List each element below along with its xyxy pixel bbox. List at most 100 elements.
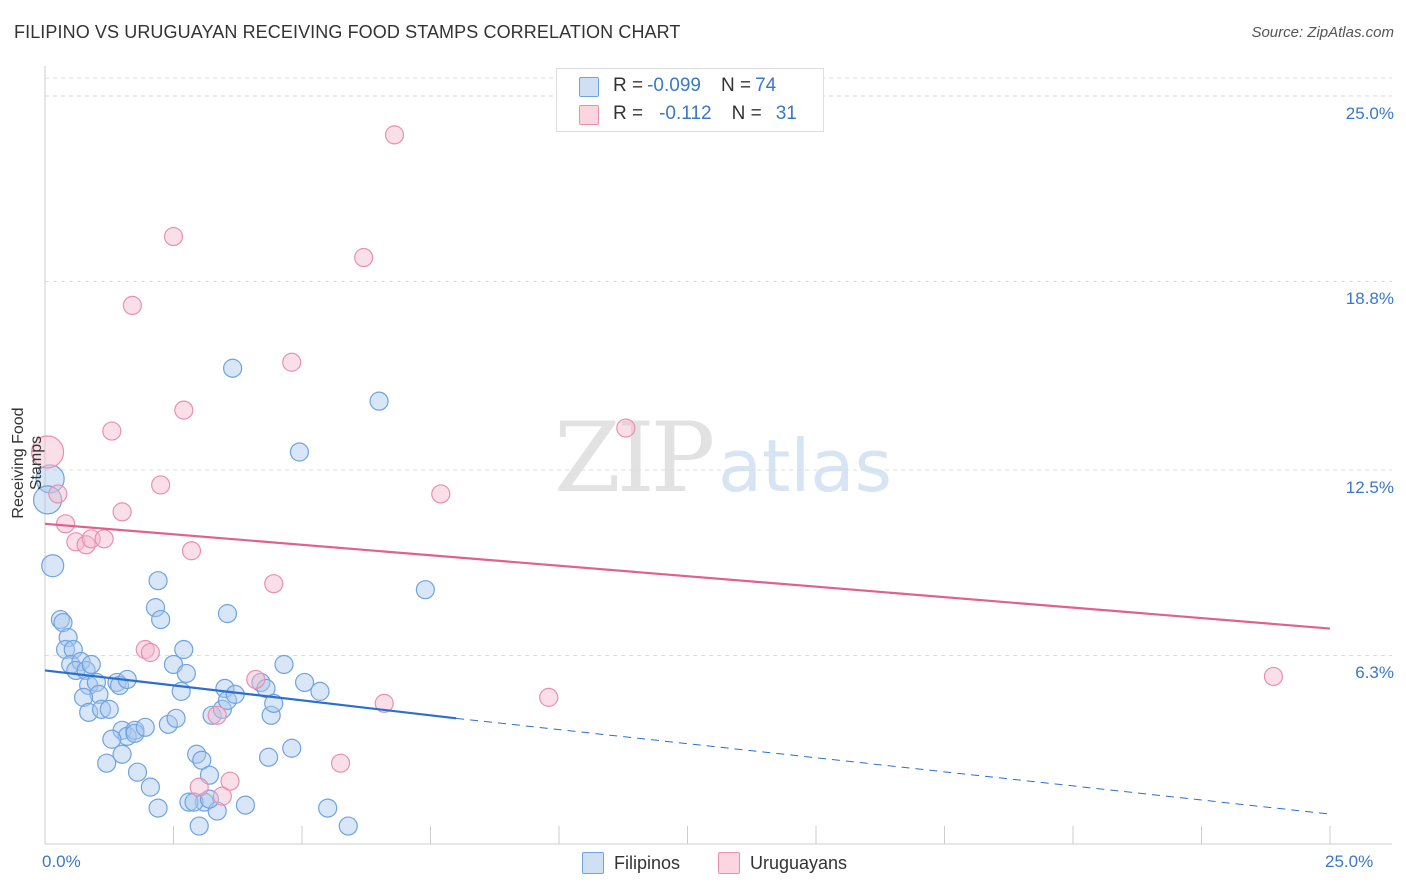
- y-tick-label: 18.8%: [1345, 289, 1394, 309]
- filipino-point-63: [258, 747, 279, 767]
- filipino-point-65: [282, 738, 302, 758]
- filipino-point-69: [318, 798, 338, 818]
- filipino-point-71: [369, 391, 389, 411]
- uruguayan-point-18: [212, 786, 232, 806]
- filipino-point-31: [127, 762, 148, 782]
- uruguayan-point-1: [48, 484, 68, 504]
- filipino-point-12: [81, 654, 101, 675]
- uruguayan-point-7: [102, 421, 122, 441]
- uruguayan-point-21: [264, 574, 284, 594]
- stats-r-label: R =: [613, 75, 644, 96]
- uruguayan-point-27: [431, 484, 451, 504]
- filipino-point-44: [192, 750, 212, 770]
- stats-n-value: 74: [755, 75, 777, 96]
- filipino-trend-extension: [456, 717, 1331, 815]
- filipino-point-52: [212, 699, 232, 719]
- y-tick-label: 6.3%: [1355, 663, 1394, 683]
- uruguayan-point-25: [374, 693, 394, 713]
- legend-item-filipinos[interactable]: Filipinos: [582, 852, 680, 874]
- source-label: Source: ZipAtlas.com: [1251, 24, 1394, 41]
- uruguayan-point-2: [55, 514, 76, 534]
- filipino-point-59: [251, 672, 271, 693]
- filipino-point-61: [261, 705, 281, 725]
- filipino-point-15: [89, 684, 109, 704]
- chart-title: FILIPINO VS URUGUAYAN RECEIVING FOOD STA…: [14, 22, 681, 42]
- filipino-trend-line: [44, 669, 457, 720]
- y-tick-label: 12.5%: [1345, 477, 1394, 497]
- filipino-point-19: [99, 699, 119, 719]
- uruguayan-point-11: [140, 642, 160, 663]
- filipino-point-24: [117, 726, 137, 746]
- filipino-point-72: [415, 580, 435, 600]
- x-tick-label-min: 0.0%: [42, 852, 81, 871]
- filipino-point-40: [145, 598, 166, 618]
- filipino-point-68: [310, 681, 330, 701]
- filipino-point-50: [207, 801, 227, 821]
- filipino-point-57: [223, 358, 243, 378]
- uruguayan-point-16: [189, 777, 209, 797]
- filipino-point-38: [176, 663, 196, 684]
- uruguayan-point-22: [282, 352, 302, 372]
- filipino-point-70: [338, 816, 358, 836]
- filipino-point-49: [189, 816, 209, 836]
- filipino-point-29: [125, 723, 145, 743]
- filipino-point-56: [217, 604, 238, 624]
- y-tick-label: 25.0%: [1345, 103, 1394, 123]
- filipino-point-16: [73, 687, 94, 707]
- uruguayan-point-23: [330, 753, 351, 773]
- uruguayan-point-28: [539, 687, 559, 707]
- filipino-point-0: [35, 464, 65, 494]
- filipino-point-42: [148, 571, 168, 591]
- stats-n-value: 31: [775, 103, 797, 124]
- filipino-point-27: [112, 744, 132, 764]
- watermark-atlas: atlas: [718, 424, 892, 508]
- filipino-point-66: [289, 442, 310, 462]
- filipino-point-26: [102, 729, 122, 749]
- filipino-point-18: [91, 699, 112, 719]
- watermark-zip: ZIP: [554, 402, 715, 514]
- stats-row-filipinos: R = -0.099 N = 74: [579, 73, 777, 99]
- stats-r-value: -0.099: [647, 75, 701, 96]
- filipino-point-62: [264, 693, 284, 713]
- uruguayan-point-12: [151, 475, 171, 495]
- filipino-point-6: [55, 639, 76, 660]
- legend-label-filipinos: Filipinos: [614, 852, 681, 873]
- legend-swatch-filipinos: [582, 852, 604, 874]
- filipino-point-51: [202, 705, 222, 725]
- uruguayan-point-0: [30, 435, 65, 469]
- uruguayan-point-15: [181, 541, 202, 561]
- uruguayan-point-4: [76, 535, 96, 555]
- filipino-point-4: [53, 612, 73, 633]
- filipino-point-47: [179, 792, 199, 812]
- uruguayan-point-8: [112, 502, 132, 522]
- filipino-point-35: [166, 708, 186, 728]
- filipino-point-30: [135, 717, 155, 737]
- legend-swatch-uruguayans: [718, 852, 740, 874]
- x-tick-label-max: 25.0%: [1325, 852, 1374, 871]
- stats-swatch-filipinos: [579, 77, 599, 97]
- stats-n-label: N =: [720, 75, 752, 96]
- uruguayan-point-29: [616, 418, 636, 438]
- stats-r-value: -0.112: [659, 103, 712, 124]
- filipino-point-33: [148, 798, 168, 818]
- uruguayan-point-14: [174, 400, 194, 420]
- filipino-point-1: [32, 485, 63, 515]
- filipino-point-41: [151, 609, 171, 630]
- uruguayan-point-9: [122, 295, 142, 316]
- filipino-point-32: [140, 777, 160, 797]
- legend-item-uruguayans[interactable]: Uruguayans: [718, 852, 847, 874]
- filipino-point-28: [97, 753, 117, 773]
- stats-row-uruguayans: R = -0.112 N = 31: [579, 101, 797, 127]
- filipino-point-3: [50, 609, 71, 630]
- stats-swatch-uruguayans: [579, 105, 599, 125]
- filipino-point-5: [58, 627, 78, 648]
- stats-r-label: R =: [613, 103, 644, 124]
- uruguayan-point-20: [246, 669, 266, 690]
- filipino-point-43: [187, 744, 207, 764]
- uruguayan-point-17: [207, 705, 227, 725]
- filipino-point-39: [174, 639, 194, 660]
- uruguayan-trend-line: [44, 522, 1331, 630]
- y-axis-label: Receiving Food Stamps: [10, 407, 45, 519]
- uruguayan-point-24: [354, 247, 374, 268]
- uruguayan-point-6: [94, 529, 114, 549]
